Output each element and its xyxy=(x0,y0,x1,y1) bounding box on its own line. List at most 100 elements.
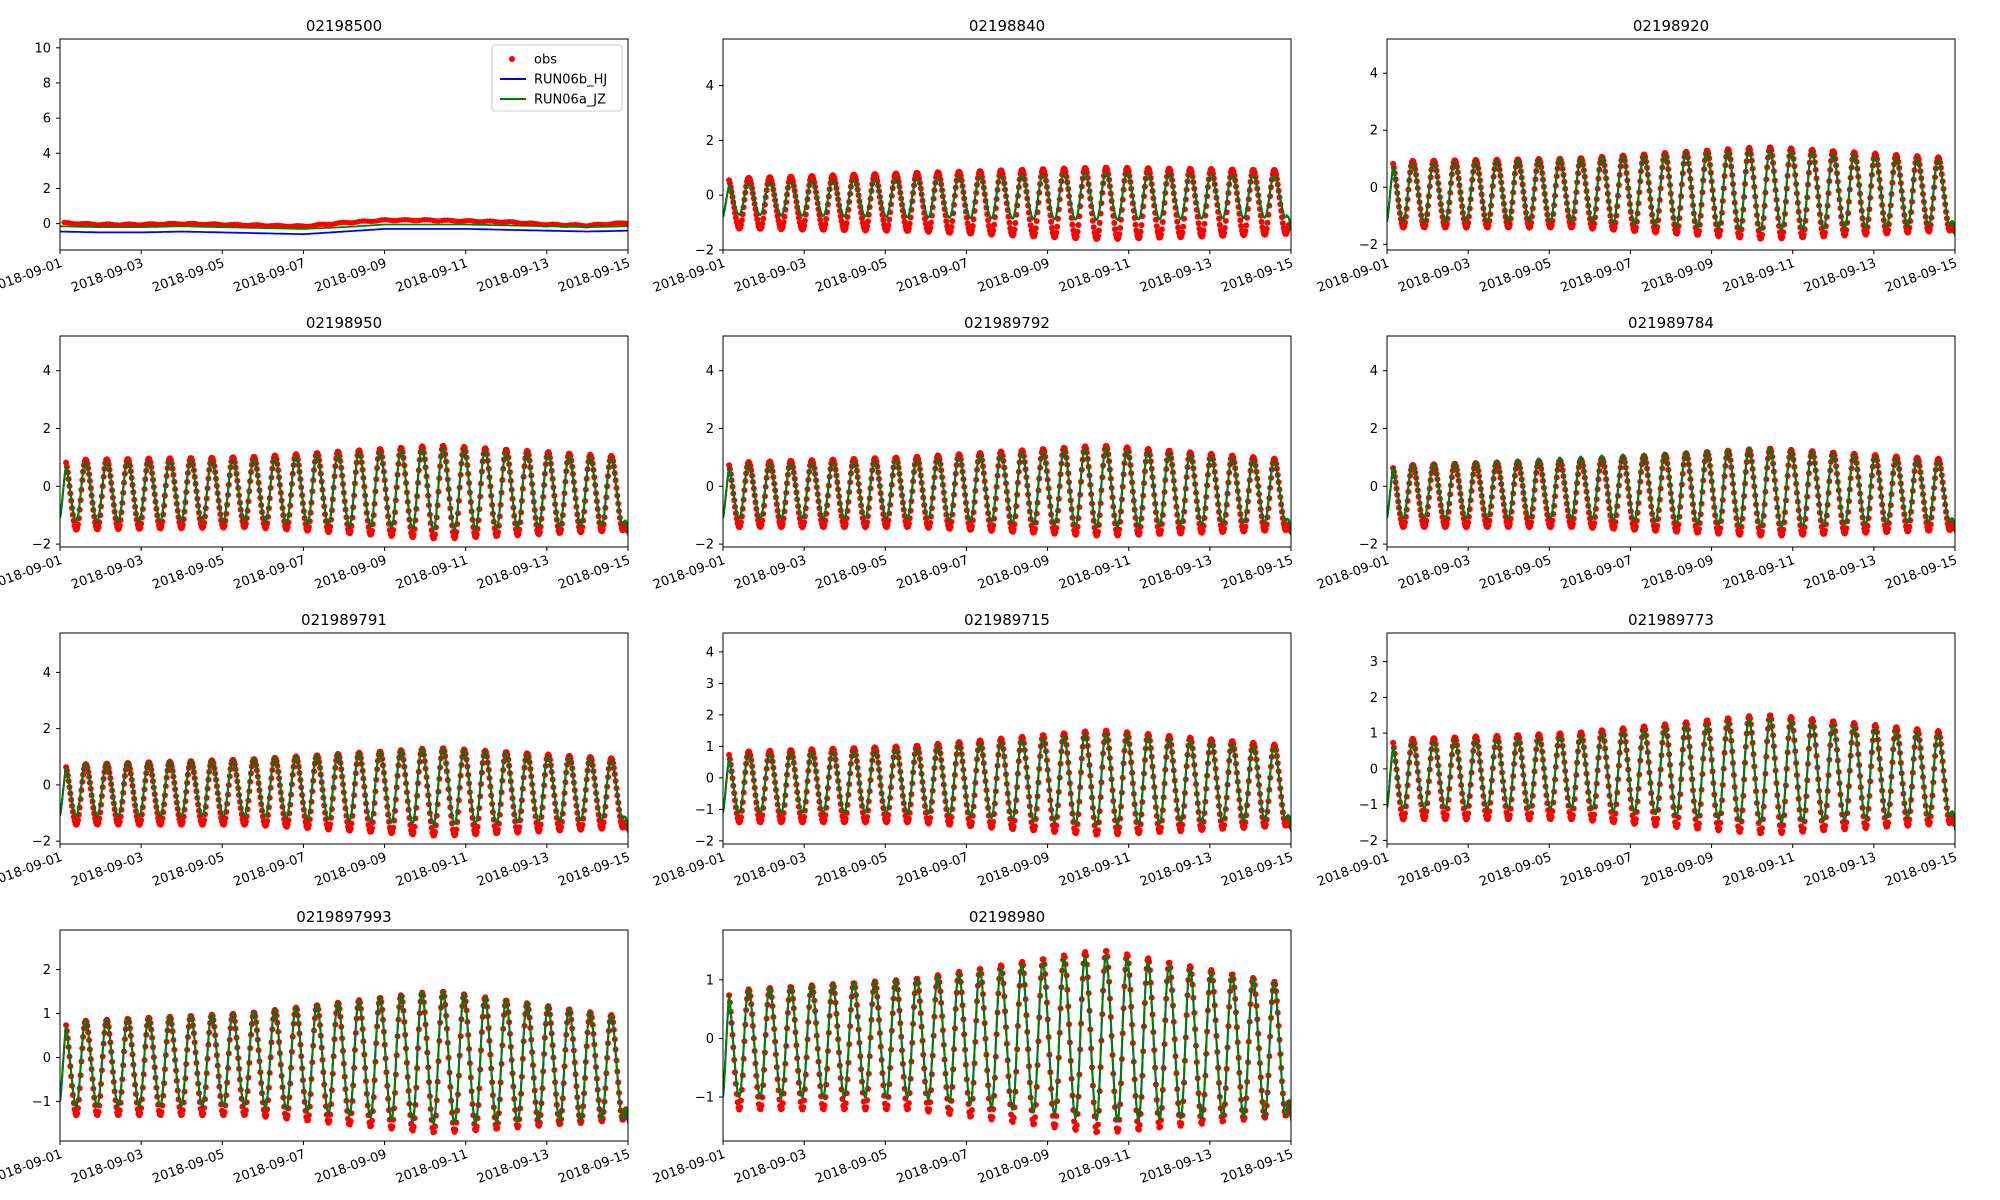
obs-point xyxy=(990,522,997,529)
y-tick-label: 4 xyxy=(1370,364,1378,379)
obs-point xyxy=(1737,529,1744,536)
obs-point xyxy=(474,823,481,830)
axes-frame xyxy=(722,335,1292,548)
obs-point xyxy=(990,227,997,234)
obs-point xyxy=(1152,216,1159,223)
obs-point xyxy=(116,818,123,825)
obs-point xyxy=(1611,224,1618,231)
y-tick-label: 6 xyxy=(43,112,51,127)
obs-point xyxy=(1053,525,1060,531)
x-tick-label: 2018-09-05 xyxy=(814,553,890,593)
obs-point xyxy=(1158,527,1164,534)
y-tick-label: 10 xyxy=(34,41,51,56)
obs-point xyxy=(410,829,417,836)
obs-point xyxy=(1423,517,1430,524)
series-line-RUN06a_JZ xyxy=(1387,148,1955,236)
obs-point xyxy=(1158,231,1164,238)
obs-point xyxy=(432,531,438,538)
x-tick-label: 2018-09-05 xyxy=(151,553,227,593)
obs-point xyxy=(1174,218,1181,225)
x-tick-label: 2018-09-13 xyxy=(1802,256,1878,296)
obs-point xyxy=(1780,229,1787,236)
obs-point xyxy=(1180,223,1187,230)
x-tick-label: 2018-09-13 xyxy=(1138,553,1214,593)
obs-point xyxy=(1095,528,1101,535)
legend-label-obs: obs xyxy=(534,53,557,68)
obs-point xyxy=(1737,232,1744,239)
obs-point xyxy=(905,225,912,232)
obs-point xyxy=(1443,520,1450,527)
obs-point xyxy=(1717,525,1724,532)
axes-frame xyxy=(722,38,1292,251)
obs-point xyxy=(1221,822,1228,829)
subplot-title: 021989792 xyxy=(964,314,1050,332)
x-tick-label: 2018-09-03 xyxy=(69,850,145,890)
obs-point xyxy=(75,521,81,528)
obs-point xyxy=(842,520,849,527)
obs-point xyxy=(1262,526,1269,532)
x-tick-label: 2018-09-09 xyxy=(1640,553,1716,593)
obs-point xyxy=(1179,525,1186,532)
obs-point xyxy=(1279,220,1286,227)
obs-point xyxy=(305,821,312,828)
x-tick-label: 2018-09-09 xyxy=(313,256,389,296)
obs-point xyxy=(1263,521,1270,528)
obs-point xyxy=(865,218,871,225)
x-tick-label: 2018-09-11 xyxy=(1057,553,1133,593)
y-tick-label: 0 xyxy=(43,480,51,495)
obs-point xyxy=(1221,225,1228,231)
obs-point xyxy=(795,214,802,221)
obs-point xyxy=(843,220,850,227)
x-tick-label: 2018-09-03 xyxy=(1396,553,1472,593)
obs-point xyxy=(779,520,786,527)
obs-point xyxy=(1048,218,1055,225)
obs-point xyxy=(138,520,145,527)
obs-point xyxy=(1759,231,1765,238)
obs-point xyxy=(1010,526,1017,533)
obs-point xyxy=(305,524,312,531)
obs-point xyxy=(1073,827,1080,834)
obs-point xyxy=(1089,217,1096,224)
legend-box xyxy=(491,44,623,112)
obs-point xyxy=(1158,824,1164,831)
obs-point xyxy=(1674,526,1681,533)
obs-point xyxy=(1696,228,1702,235)
obs-point xyxy=(473,829,480,835)
obs-point xyxy=(864,814,871,820)
obs-point xyxy=(428,824,435,831)
obs-point xyxy=(158,523,165,530)
obs-point xyxy=(1221,525,1228,532)
x-tick-label: 2018-09-15 xyxy=(556,256,632,296)
obs-point xyxy=(285,817,292,824)
y-tick-label: 2 xyxy=(43,722,51,737)
obs-point xyxy=(1012,220,1019,226)
series-line-RUN06a_JZ xyxy=(723,446,1291,536)
obs-point xyxy=(1843,525,1850,532)
obs-point xyxy=(1243,222,1250,229)
y-tick-label: −2 xyxy=(1359,538,1378,553)
y-tick-label: 0 xyxy=(43,778,51,793)
obs-point xyxy=(1195,220,1202,227)
axes-frame xyxy=(59,38,629,251)
obs-point xyxy=(738,519,744,526)
obs-point xyxy=(95,524,102,531)
obs-point xyxy=(991,221,998,228)
obs-point xyxy=(1926,226,1933,233)
obs-point xyxy=(922,215,928,222)
y-tick-label: −2 xyxy=(32,835,51,850)
obs-point xyxy=(1032,526,1038,532)
obs-point xyxy=(738,221,744,228)
obs-point xyxy=(1115,531,1122,538)
y-tick-label: 0 xyxy=(706,480,714,495)
x-tick-label: 2018-09-07 xyxy=(1559,553,1635,593)
obs-point xyxy=(179,521,186,528)
obs-point xyxy=(859,215,865,222)
x-tick-label: 2018-09-13 xyxy=(475,256,551,296)
obs-point xyxy=(1443,221,1450,228)
obs-point xyxy=(1136,827,1143,834)
obs-point xyxy=(138,817,145,824)
obs-point xyxy=(1095,827,1101,834)
